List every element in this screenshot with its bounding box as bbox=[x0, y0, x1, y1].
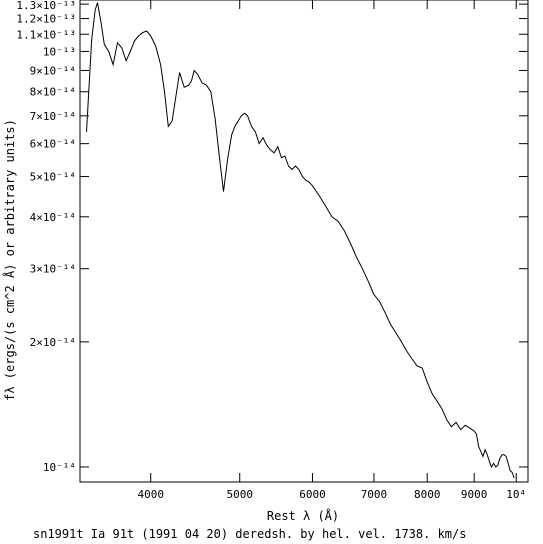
y-axis-ticks: 10⁻¹⁴ 2×10⁻¹⁴ 3×10⁻¹⁴ 4×10⁻¹⁴ 5×10⁻¹⁴ 6×10⁻¹⁴… bbox=[16, 0, 528, 474]
x-tick-label: 5000 bbox=[226, 488, 253, 501]
y-tick-label: 10⁻¹³ bbox=[43, 45, 76, 58]
y-tick-label: 5×10⁻¹⁴ bbox=[30, 171, 76, 184]
chart-caption: sn1991t Ia 91t (1991 04 20) deredsh. by … bbox=[33, 527, 466, 541]
y-tick-label: 10⁻¹⁴ bbox=[43, 461, 76, 474]
y-tick-label: 9×10⁻¹⁴ bbox=[30, 64, 76, 77]
y-tick-label: 1.3×10⁻¹³ bbox=[16, 0, 76, 12]
x-tick-label: 9000 bbox=[461, 488, 488, 501]
x-tick-label: 6000 bbox=[299, 488, 326, 501]
x-tick-label: 4000 bbox=[137, 488, 164, 501]
y-tick-label: 7×10⁻¹⁴ bbox=[30, 110, 76, 123]
y-tick-label: 3×10⁻¹⁴ bbox=[30, 263, 76, 276]
x-tick-label: 7000 bbox=[361, 488, 388, 501]
x-axis-label: Rest λ (Å) bbox=[267, 508, 339, 523]
y-axis-label: fλ (ergs/(s cm^2 Å) or arbitrary units) bbox=[2, 119, 17, 401]
y-tick-label: 1.1×10⁻¹³ bbox=[16, 28, 76, 41]
y-tick-label: 6×10⁻¹⁴ bbox=[30, 138, 76, 151]
y-tick-label: 2×10⁻¹⁴ bbox=[30, 336, 76, 349]
y-tick-label: 1.2×10⁻¹³ bbox=[16, 13, 76, 26]
spectrum-line bbox=[86, 2, 515, 479]
y-tick-label: 8×10⁻¹⁴ bbox=[30, 86, 76, 99]
plot-frame bbox=[79, 0, 529, 483]
x-axis-ticks: 4000 5000 6000 7000 8000 9000 10⁴ bbox=[137, 0, 526, 501]
x-tick-label: 8000 bbox=[414, 488, 441, 501]
x-tick-label: 10⁴ bbox=[506, 488, 526, 501]
y-tick-label: 4×10⁻¹⁴ bbox=[30, 211, 76, 224]
